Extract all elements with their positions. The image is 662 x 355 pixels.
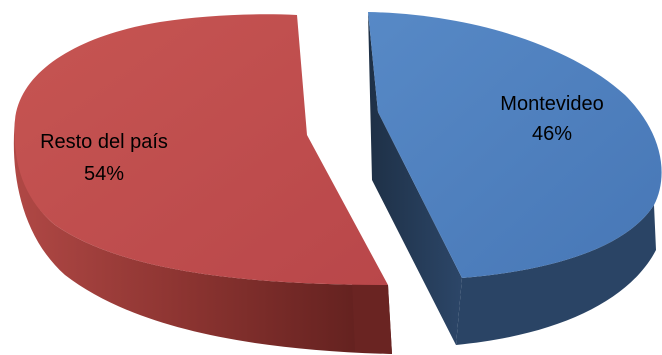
- pie-slice-resto-front-wall: [352, 283, 392, 354]
- slice-percent-montevideo: 46%: [532, 123, 572, 145]
- pie-slice-montevideo-top: [368, 12, 662, 278]
- pie-slice-resto-top: [14, 14, 388, 286]
- slice-label-resto-del-pais: Resto del país: [40, 131, 168, 153]
- pie-slice-montevideo-side: [456, 205, 656, 345]
- pie-slice-montevideo-cut-face: [368, 12, 462, 345]
- slice-label-montevideo: Montevideo: [500, 93, 603, 115]
- pie-slice-montevideo: [368, 12, 662, 345]
- pie-slice-resto-side: [13, 120, 393, 354]
- pie-slice-resto-del-pais: [13, 14, 393, 354]
- slice-percent-resto-del-pais: 54%: [84, 163, 124, 185]
